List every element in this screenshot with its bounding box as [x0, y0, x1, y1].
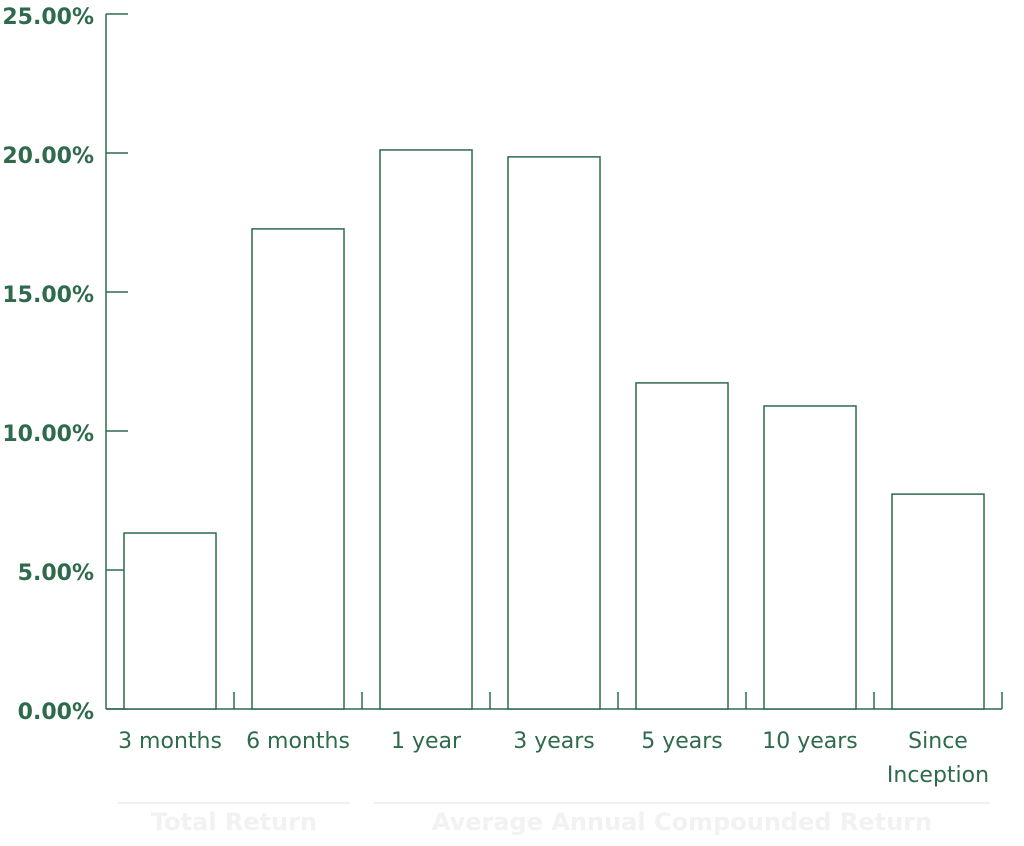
y-tick-label: 0.00% — [18, 700, 94, 725]
bar — [635, 382, 729, 710]
x-tick-label: 3 years — [513, 729, 595, 754]
y-tick-label: 20.00% — [2, 144, 94, 169]
bar — [891, 493, 985, 710]
x-tick-label: Since Inception — [886, 729, 990, 788]
bar — [507, 156, 601, 710]
bar — [123, 532, 217, 710]
x-tick-label: 10 years — [762, 729, 858, 754]
x-tick-label: 5 years — [641, 729, 723, 754]
x-tick-label: 1 year — [390, 729, 462, 754]
y-tick-label: 15.00% — [2, 283, 94, 308]
y-tick-label: 10.00% — [2, 422, 94, 447]
bar — [251, 228, 345, 710]
group-label: Total Return — [150, 808, 318, 836]
bar — [763, 405, 857, 710]
x-tick-label: 6 months — [246, 729, 350, 754]
y-tick-label: 5.00% — [18, 561, 94, 586]
group-label: Average Annual Compounded Return — [431, 808, 933, 836]
x-tick-label: 3 months — [118, 729, 222, 754]
bar — [379, 149, 473, 710]
y-tick-label: 25.00% — [2, 5, 94, 30]
